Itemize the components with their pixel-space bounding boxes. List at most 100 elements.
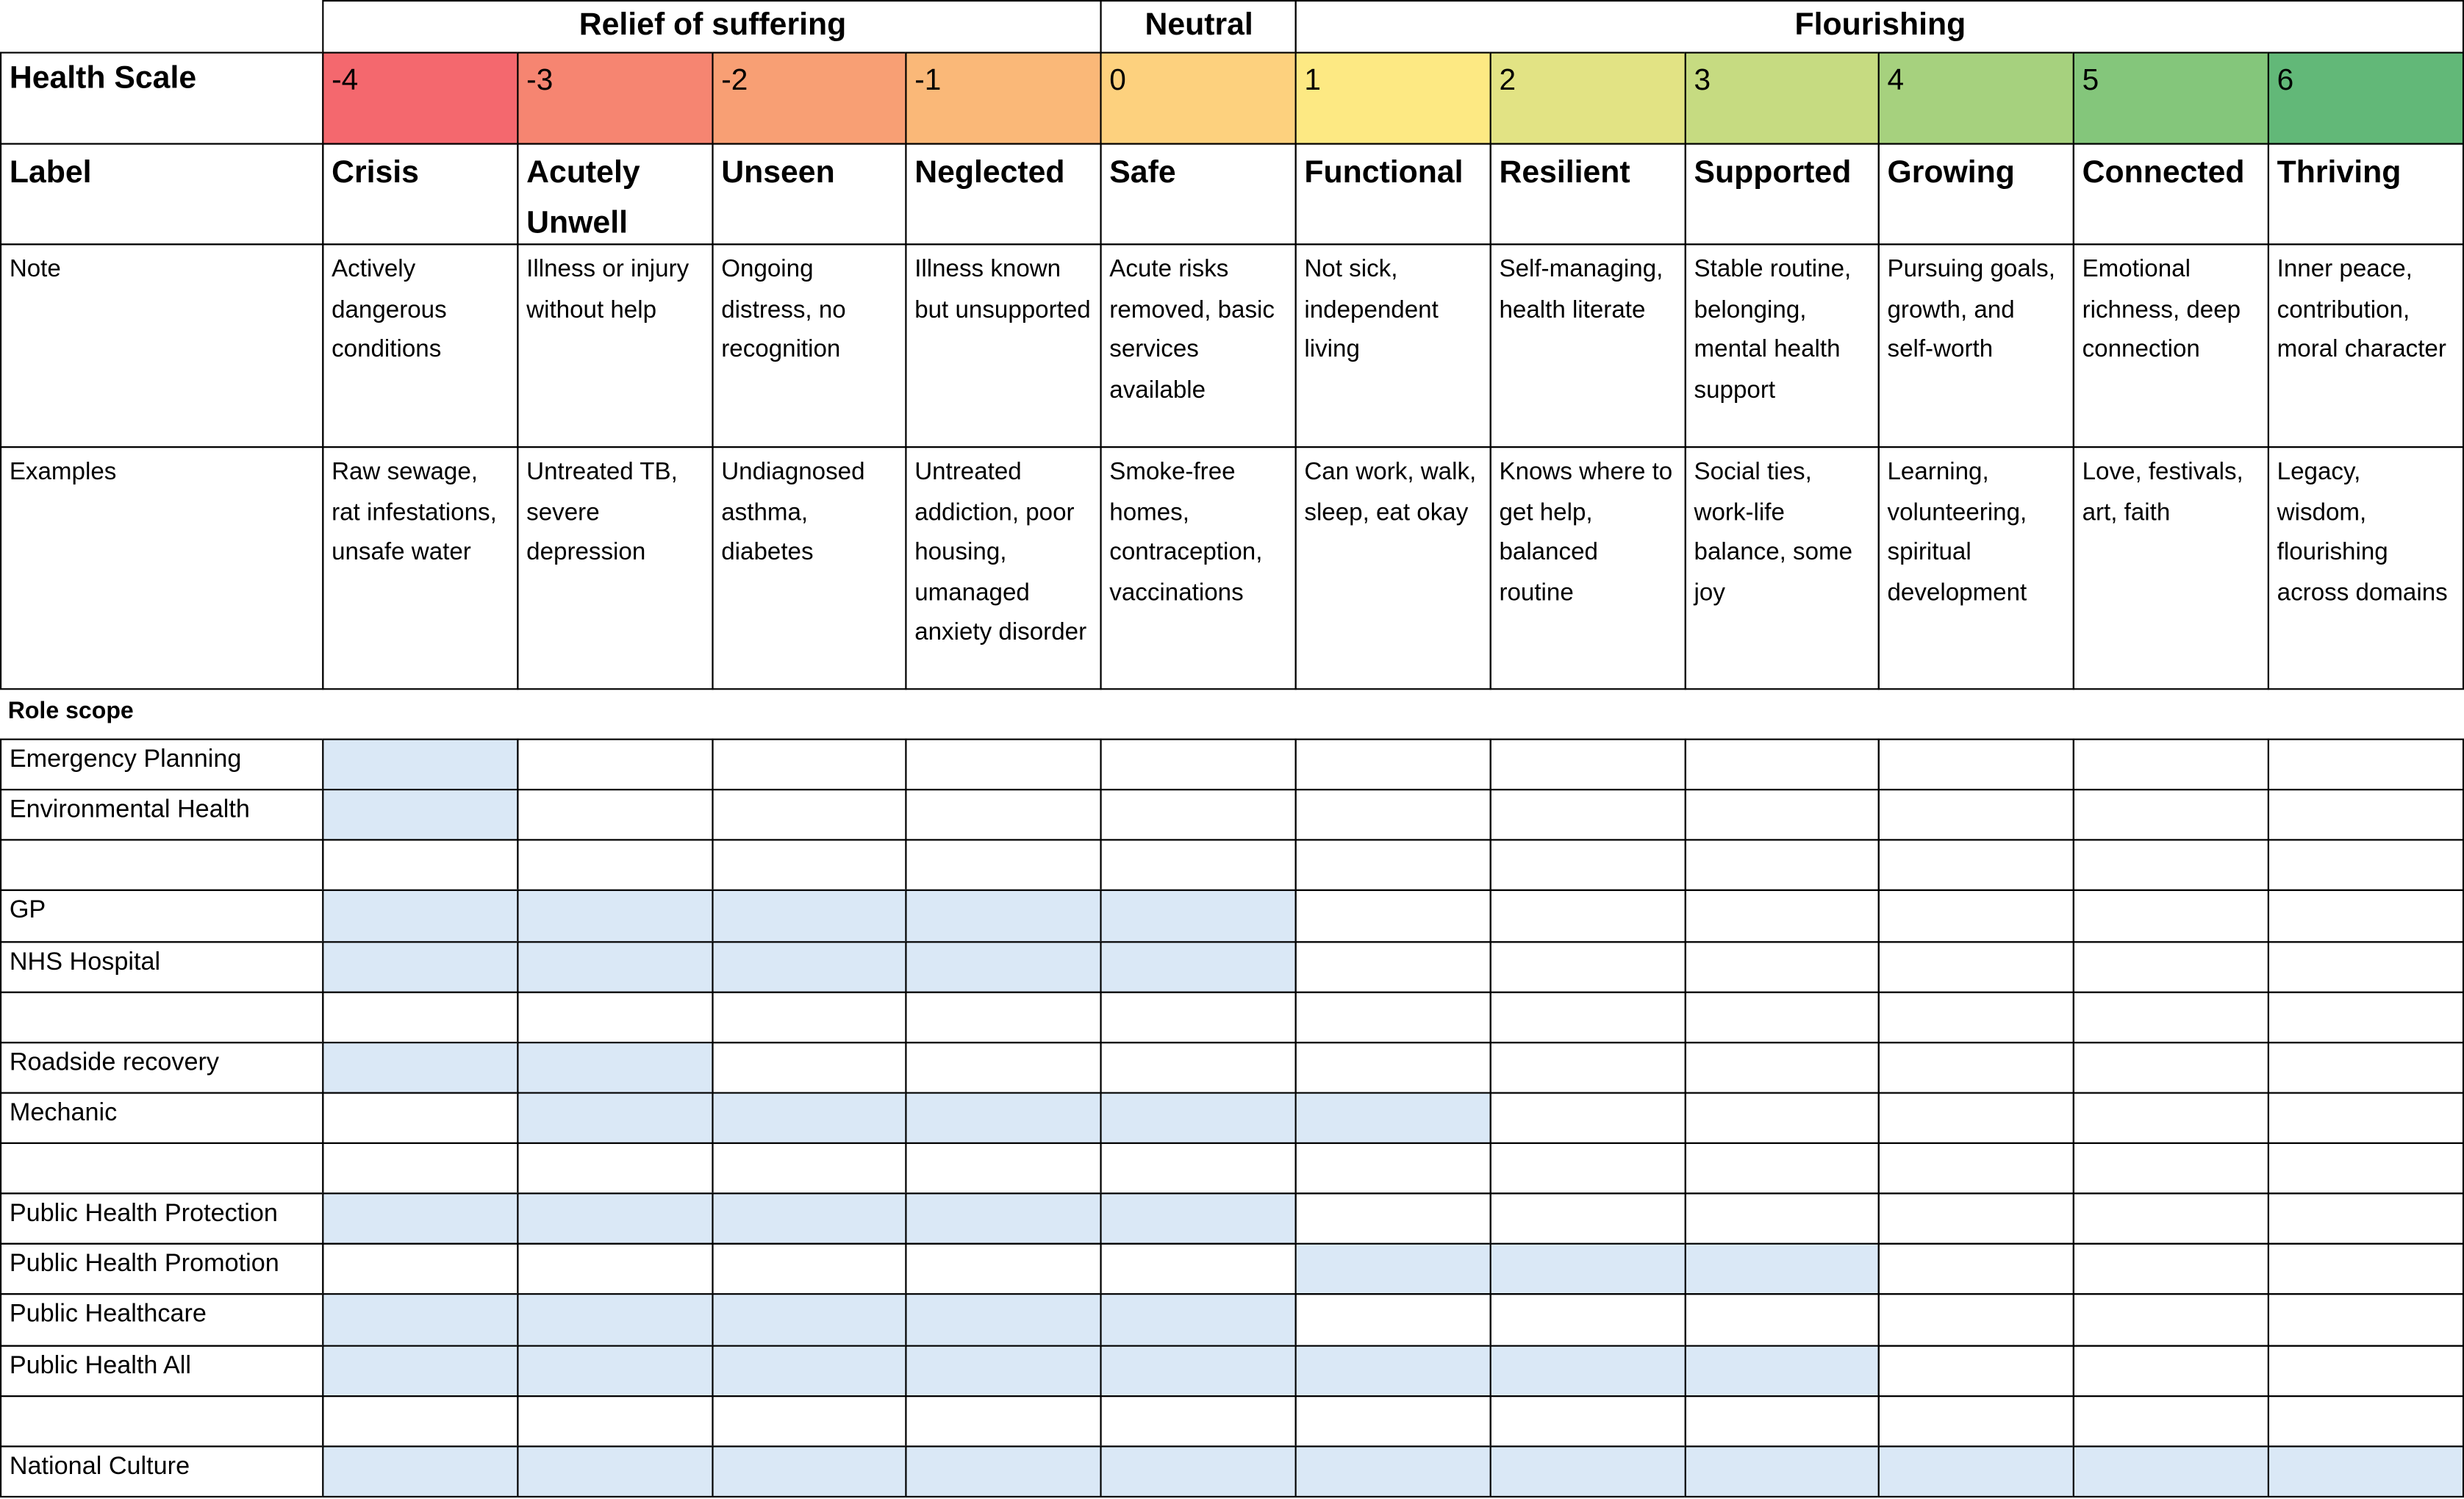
empty-cell — [1100, 991, 1297, 1044]
scope-cell — [322, 941, 519, 993]
empty-cell — [712, 1142, 907, 1195]
examples-cell: Undiagnosed asthma, diabetes — [712, 446, 907, 690]
row-heading: Note — [0, 243, 324, 448]
empty-cell — [1684, 941, 1880, 993]
empty-cell — [905, 788, 1102, 841]
label-cell: Unseen — [712, 143, 907, 246]
scope-cell — [1100, 889, 1297, 943]
examples-cell: Raw sewage, rat infestations, unsafe wat… — [322, 446, 519, 690]
scale-cell: -3 — [517, 51, 714, 145]
empty-cell — [2267, 788, 2464, 841]
label-cell: Growing — [1877, 143, 2074, 246]
scope-cell — [517, 1192, 714, 1245]
note-cell: Acute risks removed, basic services avai… — [1100, 243, 1297, 448]
scope-cell — [517, 889, 714, 943]
examples-cell: Social ties, work-life balance, some joy — [1684, 446, 1880, 690]
empty-cell — [322, 1092, 519, 1145]
examples-cell: Can work, walk, sleep, eat okay — [1294, 446, 1491, 690]
empty-cell — [1489, 1042, 1686, 1094]
empty-cell — [1684, 738, 1880, 791]
examples-cell: Knows where to get help, balanced routin… — [1489, 446, 1686, 690]
empty-cell — [1100, 738, 1297, 791]
scope-cell — [322, 1293, 519, 1347]
note-cell: Emotional richness, deep connection — [2072, 243, 2269, 448]
scale-cell: -1 — [905, 51, 1102, 145]
examples-cell: Untreated addiction, poor housing, umana… — [905, 446, 1102, 690]
examples-cell: Untreated TB, severe depression — [517, 446, 714, 690]
empty-cell — [2072, 1092, 2269, 1145]
scope-cell — [1100, 1092, 1297, 1145]
empty-cell — [2072, 839, 2269, 891]
label-cell: Functional — [1294, 143, 1491, 246]
empty-cell — [1684, 1142, 1880, 1195]
scope-cell — [712, 1092, 907, 1145]
scope-cell — [517, 1293, 714, 1347]
empty-cell — [905, 1395, 1102, 1448]
empty-cell — [517, 1142, 714, 1195]
empty-cell — [2267, 839, 2464, 891]
scope-cell — [712, 1293, 907, 1347]
empty-cell — [905, 1242, 1102, 1295]
group-header: Neutral — [1100, 0, 1297, 54]
scope-cell — [517, 1345, 714, 1398]
empty-cell — [1100, 1142, 1297, 1195]
empty-cell — [1684, 788, 1880, 841]
scope-cell — [1100, 1293, 1297, 1347]
empty-cell — [517, 1395, 714, 1448]
examples-cell: Smoke-free homes, contraception, vaccina… — [1100, 446, 1297, 690]
row-heading: Health Scale — [0, 51, 324, 145]
empty-cell — [1877, 788, 2074, 841]
role-name: GP — [0, 889, 324, 943]
scope-cell — [1100, 1445, 1297, 1498]
empty-cell — [1877, 1395, 2074, 1448]
empty-cell — [2267, 941, 2464, 993]
empty-cell — [712, 991, 907, 1044]
scale-cell: 5 — [2072, 51, 2269, 145]
scale-cell: 6 — [2267, 51, 2464, 145]
label-cell: Neglected — [905, 143, 1102, 246]
group-header: Relief of suffering — [322, 0, 1102, 54]
empty-cell — [1489, 788, 1686, 841]
scope-cell — [322, 1345, 519, 1398]
role-name — [0, 1395, 324, 1448]
empty-cell — [2072, 1242, 2269, 1295]
note-cell: Illness or injury without help — [517, 243, 714, 448]
empty-cell — [1877, 1293, 2074, 1347]
role-name: Environmental Health — [0, 788, 324, 841]
empty-cell — [1100, 1242, 1297, 1295]
empty-cell — [2267, 1395, 2464, 1448]
empty-cell — [1877, 1192, 2074, 1245]
empty-cell — [1294, 1042, 1491, 1094]
scope-cell — [905, 1345, 1102, 1398]
empty-cell — [322, 991, 519, 1044]
empty-cell — [1294, 1395, 1491, 1448]
row-heading: Label — [0, 143, 324, 246]
empty-cell — [2072, 788, 2269, 841]
scope-cell — [1489, 1345, 1686, 1398]
scope-cell — [1684, 1445, 1880, 1498]
empty-cell — [1684, 839, 1880, 891]
empty-cell — [905, 1142, 1102, 1195]
scope-cell — [1294, 1092, 1491, 1145]
empty-cell — [2072, 991, 2269, 1044]
role-name: National Culture — [0, 1445, 324, 1498]
role-name — [0, 839, 324, 891]
label-cell: Safe — [1100, 143, 1297, 246]
label-cell: Crisis — [322, 143, 519, 246]
empty-cell — [712, 788, 907, 841]
scope-cell — [1877, 1445, 2074, 1498]
empty-cell — [2267, 1142, 2464, 1195]
empty-cell — [1100, 1395, 1297, 1448]
scope-cell — [712, 1445, 907, 1498]
scope-cell — [517, 1092, 714, 1145]
row-heading: Examples — [0, 446, 324, 690]
empty-cell — [1684, 1092, 1880, 1145]
scale-cell: 2 — [1489, 51, 1686, 145]
empty-cell — [2072, 1142, 2269, 1195]
empty-cell — [1489, 839, 1686, 891]
empty-cell — [1294, 889, 1491, 943]
empty-cell — [1489, 991, 1686, 1044]
role-name: Emergency Planning — [0, 738, 324, 791]
empty-cell — [1877, 991, 2074, 1044]
